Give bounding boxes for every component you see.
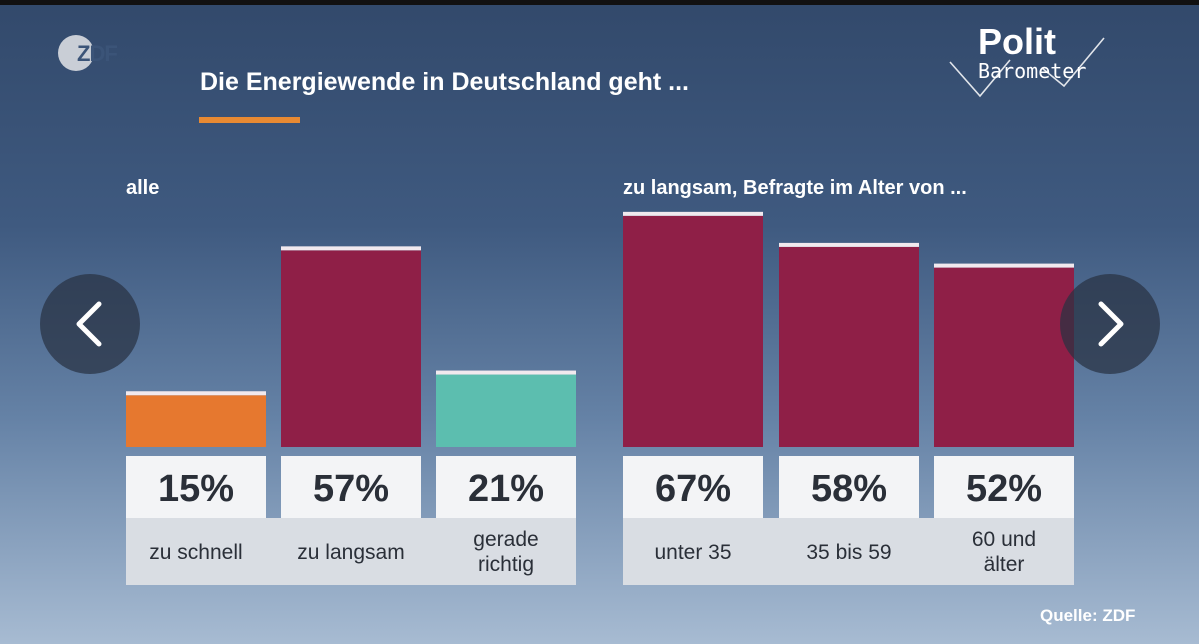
category-label-zu-schnell: zu schnell (149, 541, 242, 564)
value-label-zu-schnell: 15% (158, 468, 234, 510)
bar-cap-gerade-richtig (436, 370, 576, 375)
value-box-zu-langsam (281, 456, 421, 518)
group-label-age: zu langsam, Befragte im Alter von ... (623, 177, 967, 199)
title-underline (199, 117, 300, 123)
category-strip-all (126, 518, 576, 585)
top-border (0, 0, 1199, 5)
chevron-right-icon (1098, 301, 1124, 347)
value-label-zu-langsam: 57% (313, 468, 389, 510)
category-label-unter-35: unter 35 (654, 541, 731, 564)
zdf-logo-text: ZDF (77, 41, 117, 66)
value-box-60-und-älter (934, 456, 1074, 518)
bar-60-und-älter (934, 267, 1074, 447)
bar-zu-schnell (126, 395, 266, 447)
politbarometer-logo: Polit Barometer (944, 24, 1114, 104)
bar-35-bis-59 (779, 246, 919, 447)
bar-zu-langsam (281, 250, 421, 447)
source-note: Quelle: ZDF (1040, 606, 1136, 625)
value-box-35-bis-59 (779, 456, 919, 518)
value-label-gerade-richtig: 21% (468, 468, 544, 510)
category-strip-age (623, 518, 1074, 585)
next-slide-button[interactable] (1060, 274, 1160, 374)
value-label-35-bis-59: 58% (811, 468, 887, 510)
bar-cap-35-bis-59 (779, 242, 919, 247)
value-box-gerade-richtig (436, 456, 576, 518)
category-label-zu-langsam: zu langsam (297, 541, 404, 564)
group-label-all: alle (126, 177, 160, 199)
value-box-unter-35 (623, 456, 763, 518)
bar-cap-zu-langsam (281, 246, 421, 251)
chevron-left-icon (76, 301, 102, 347)
bar-cap-zu-schnell (126, 391, 266, 396)
category-label-60-und-älter: 60 und älter (972, 528, 1036, 576)
zdf-logo: ZDF (56, 33, 136, 73)
chart-title: Die Energiewende in Deutschland geht ... (200, 68, 689, 96)
bar-cap-unter-35 (623, 211, 763, 216)
bar-cap-60-und-älter (934, 263, 1074, 268)
value-label-60-und-älter: 52% (966, 468, 1042, 510)
previous-slide-button[interactable] (40, 274, 140, 374)
politbarometer-line1: Polit (978, 21, 1056, 62)
value-box-zu-schnell (126, 456, 266, 518)
value-label-unter-35: 67% (655, 468, 731, 510)
category-label-gerade-richtig: gerade richtig (473, 528, 538, 576)
category-label-35-bis-59: 35 bis 59 (806, 541, 891, 564)
bar-unter-35 (623, 215, 763, 447)
politbarometer-line2: Barometer (978, 59, 1087, 83)
bar-gerade-richtig (436, 374, 576, 447)
